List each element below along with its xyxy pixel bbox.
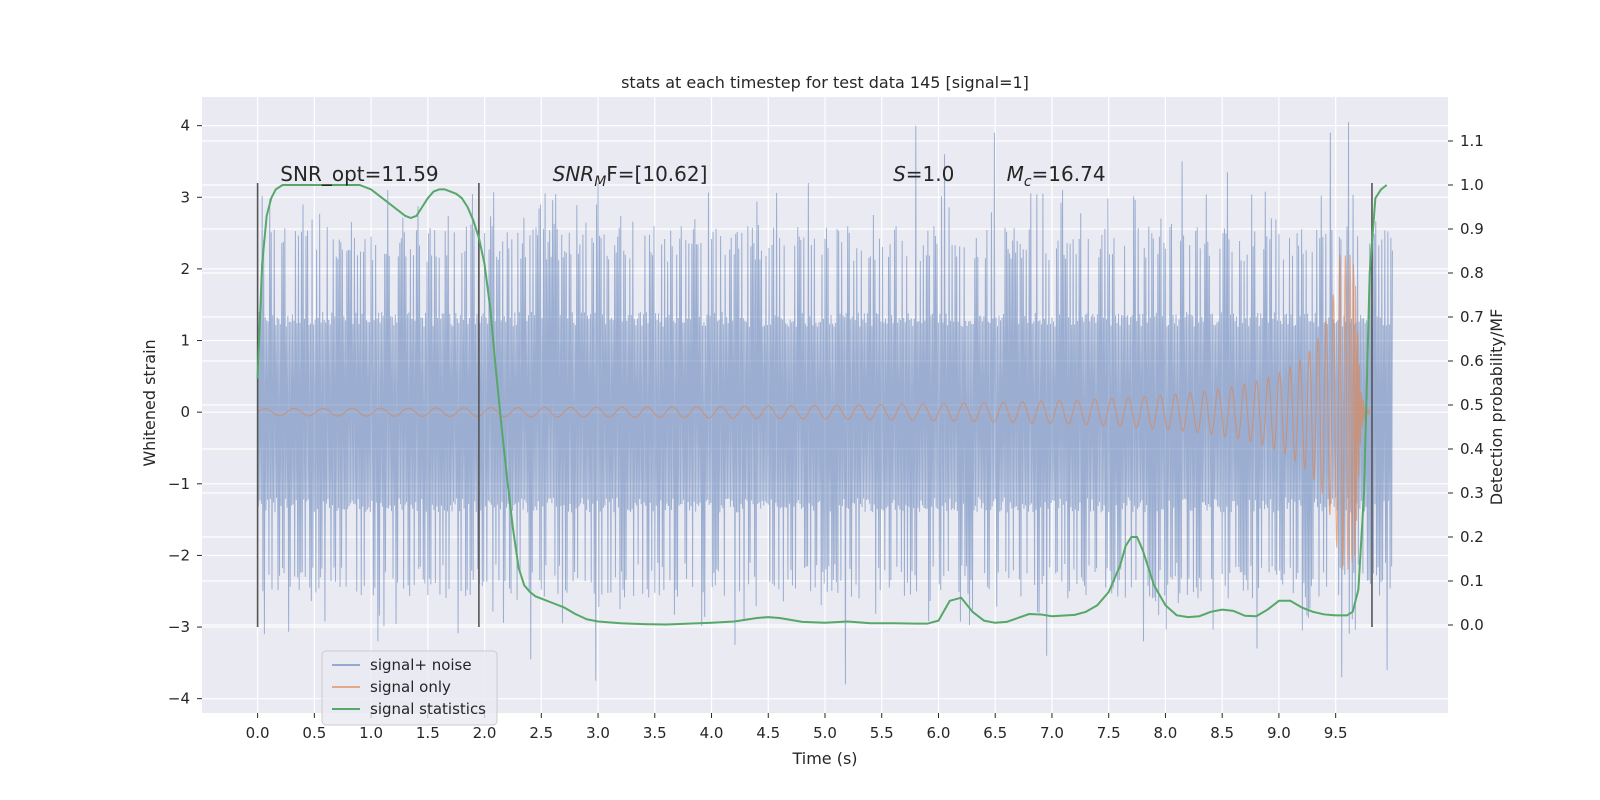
annotation-suffix: =16.74 <box>1032 162 1106 186</box>
y-left-tick-label: 2 <box>180 260 190 278</box>
y-axis-right-label: Detection probability/MF <box>1487 309 1506 506</box>
x-axis-label: Time (s) <box>791 749 857 768</box>
y-right-tick-label: 0.1 <box>1460 572 1484 590</box>
x-tick-label: 7.0 <box>1040 724 1064 742</box>
legend-label-noise: signal+ noise <box>370 656 472 674</box>
y-left-tick-label: 0 <box>180 403 190 421</box>
y-right-tick-label: 0.8 <box>1460 264 1484 282</box>
annotation-text: SNRMF=[10.62] <box>553 162 708 190</box>
annotation-subscript: c <box>1024 174 1032 190</box>
y-right-tick-label: 0.2 <box>1460 528 1484 546</box>
x-tick-label: 7.5 <box>1097 724 1121 742</box>
x-tick-label: 5.5 <box>870 724 894 742</box>
annotation-text: SNR_opt=11.59 <box>280 162 438 186</box>
signal-statistics-series <box>256 184 1388 626</box>
x-tick-label: 8.0 <box>1154 724 1178 742</box>
y-left-tick-label: −1 <box>168 475 190 493</box>
annotation-prefix: SNR <box>553 162 595 186</box>
y-left-tick-label: 4 <box>180 117 190 135</box>
annotation-text: S=1.0 <box>893 162 954 186</box>
x-tick-label: 2.0 <box>473 724 497 742</box>
legend-box <box>321 650 498 726</box>
y-axis-left-label: Whitened strain <box>140 339 159 466</box>
y-right-tick-label: 0.0 <box>1460 616 1484 634</box>
y-right-tick-label: 0.3 <box>1460 484 1484 502</box>
x-tick-label: 9.5 <box>1324 724 1348 742</box>
annotation-prefix: SNR_opt=11.59 <box>280 162 438 186</box>
signal-only-series <box>257 254 1371 570</box>
annotation-suffix: =1.0 <box>906 162 955 186</box>
y-right-tick-label: 1.0 <box>1460 176 1484 194</box>
annotation-text: Mc=16.74 <box>1007 162 1106 190</box>
x-tick-label: 4.0 <box>700 724 724 742</box>
y-right-tick-label: 0.6 <box>1460 352 1484 370</box>
annotations-layer: SNR_opt=11.59 SNRMF=[10.62] S=1.0 Mc=16.74 <box>280 162 1105 190</box>
x-tick-label: 6.0 <box>927 724 951 742</box>
annotation-suffix: F=[10.62] <box>606 162 707 186</box>
legend: signal+ noise signal only signal statistic… <box>321 650 498 726</box>
y-right-tick-label: 0.5 <box>1460 396 1484 414</box>
y-right-tick-label: 0.9 <box>1460 220 1484 238</box>
y-right-tick-label: 1.1 <box>1460 132 1484 150</box>
chart-title: stats at each timestep for test data 145… <box>621 73 1029 92</box>
y-right-tick-label: 0.4 <box>1460 440 1484 458</box>
x-tick-label: 8.5 <box>1210 724 1234 742</box>
axes-layer: 0.0 0.5 1.0 1.5 2.0 2.5 3.0 3.5 4.0 4.5 5.0 5.5 6.0 6… <box>168 117 1484 742</box>
signal-noise-series <box>257 122 1393 685</box>
legend-label-signal: signal only <box>370 678 451 696</box>
x-tick-label: 1.0 <box>359 724 383 742</box>
x-tick-label: 0.5 <box>302 724 326 742</box>
y-left-tick-label: −2 <box>168 546 190 564</box>
y-left-tick-label: −3 <box>168 618 190 636</box>
y-left-tick-label: 1 <box>180 332 190 350</box>
signal-noise-line <box>257 122 1393 685</box>
signal-statistics-line <box>256 184 1388 626</box>
x-tick-label: 2.5 <box>529 724 553 742</box>
legend-label-stats: signal statistics <box>370 700 486 718</box>
x-tick-label: 3.5 <box>643 724 667 742</box>
y-left-tick-label: 3 <box>180 188 190 206</box>
signal-only-line <box>257 254 1371 570</box>
x-tick-label: 6.5 <box>983 724 1007 742</box>
x-tick-label: 5.0 <box>813 724 837 742</box>
annotation-subscript: M <box>594 174 606 190</box>
x-tick-label: 4.5 <box>756 724 780 742</box>
annotation-prefix: S <box>893 162 906 186</box>
vertical-markers <box>256 182 1373 628</box>
x-tick-label: 0.0 <box>246 724 270 742</box>
annotation-prefix: M <box>1007 162 1024 186</box>
x-tick-label: 9.0 <box>1267 724 1291 742</box>
y-left-tick-label: −4 <box>168 690 190 708</box>
x-tick-label: 3.0 <box>586 724 610 742</box>
y-right-tick-label: 0.7 <box>1460 308 1484 326</box>
x-tick-label: 1.5 <box>416 724 440 742</box>
